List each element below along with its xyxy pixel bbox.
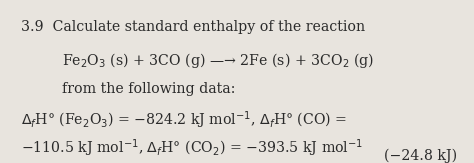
Text: 3.9  Calculate standard enthalpy of the reaction: 3.9 Calculate standard enthalpy of the r… [21,20,365,34]
Text: −110.5 kJ mol$^{-1}$, $\Delta_f$H° (CO$_2$) = −393.5 kJ mol$^{-1}$: −110.5 kJ mol$^{-1}$, $\Delta_f$H° (CO$_… [21,138,364,159]
Text: Fe$_2$O$_3$ (s) + 3CO (g) —→ 2Fe (s) + 3CO$_2$ (g): Fe$_2$O$_3$ (s) + 3CO (g) —→ 2Fe (s) + 3… [62,51,374,70]
Text: (−24.8 kJ): (−24.8 kJ) [384,149,457,163]
Text: $\Delta_f$H° (Fe$_2$O$_3$) = −824.2 kJ mol$^{-1}$, $\Delta_f$H° (CO) =: $\Delta_f$H° (Fe$_2$O$_3$) = −824.2 kJ m… [21,109,347,131]
Text: from the following data:: from the following data: [62,82,235,96]
